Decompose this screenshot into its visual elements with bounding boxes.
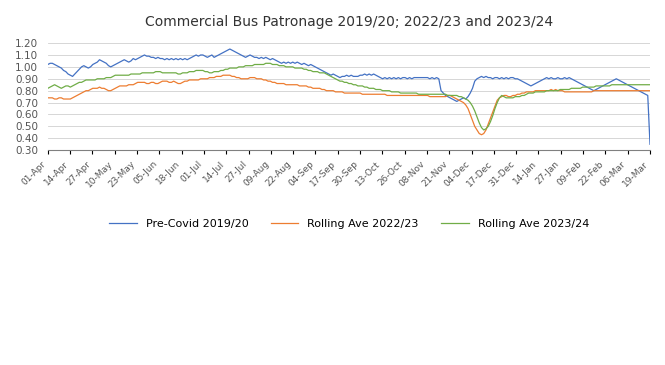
Line: Rolling Ave 2022/23: Rolling Ave 2022/23 bbox=[48, 75, 650, 135]
Pre-Covid 2019/20 bbox=[44, 62, 52, 67]
Pre-Covid 2019/20 bbox=[226, 47, 234, 51]
Line: Pre-Covid 2019/20: Pre-Covid 2019/20 bbox=[48, 49, 650, 144]
Pre-Covid 2019/20 bbox=[91, 61, 99, 65]
Rolling Ave 2022/23 bbox=[406, 93, 414, 97]
Line: Rolling Ave 2023/24: Rolling Ave 2023/24 bbox=[48, 63, 650, 130]
Rolling Ave 2023/24 bbox=[120, 73, 128, 77]
Rolling Ave 2022/23 bbox=[264, 79, 272, 83]
Rolling Ave 2022/23 bbox=[646, 88, 654, 93]
Rolling Ave 2023/24 bbox=[646, 82, 654, 87]
Legend: Pre-Covid 2019/20, Rolling Ave 2022/23, Rolling Ave 2023/24: Pre-Covid 2019/20, Rolling Ave 2022/23, … bbox=[104, 215, 593, 234]
Rolling Ave 2023/24 bbox=[264, 61, 272, 65]
Pre-Covid 2019/20 bbox=[435, 77, 443, 81]
Rolling Ave 2023/24 bbox=[479, 128, 487, 132]
Rolling Ave 2022/23 bbox=[75, 92, 83, 96]
Pre-Covid 2019/20 bbox=[75, 67, 83, 72]
Pre-Covid 2019/20 bbox=[646, 142, 654, 146]
Rolling Ave 2022/23 bbox=[435, 95, 443, 99]
Rolling Ave 2022/23 bbox=[91, 86, 99, 91]
Rolling Ave 2022/23 bbox=[219, 73, 227, 77]
Rolling Ave 2022/23 bbox=[477, 132, 485, 137]
Rolling Ave 2023/24 bbox=[75, 80, 83, 85]
Pre-Covid 2019/20 bbox=[406, 76, 414, 80]
Rolling Ave 2023/24 bbox=[262, 61, 270, 65]
Rolling Ave 2023/24 bbox=[435, 92, 443, 96]
Rolling Ave 2023/24 bbox=[44, 86, 52, 91]
Pre-Covid 2019/20 bbox=[120, 58, 128, 62]
Rolling Ave 2023/24 bbox=[91, 78, 99, 82]
Pre-Covid 2019/20 bbox=[264, 56, 272, 61]
Rolling Ave 2022/23 bbox=[120, 84, 128, 88]
Rolling Ave 2023/24 bbox=[406, 91, 414, 95]
Rolling Ave 2022/23 bbox=[44, 96, 52, 100]
Title: Commercial Bus Patronage 2019/20; 2022/23 and 2023/24: Commercial Bus Patronage 2019/20; 2022/2… bbox=[145, 15, 553, 29]
